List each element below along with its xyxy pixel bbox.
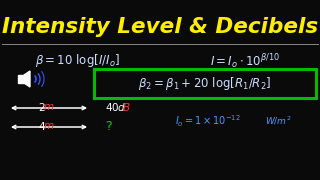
FancyBboxPatch shape (18, 75, 24, 83)
Text: $2$: $2$ (38, 101, 46, 113)
Text: $B$: $B$ (122, 101, 131, 113)
Text: $m$: $m$ (43, 102, 55, 112)
Text: Intensity Level & Decibels: Intensity Level & Decibels (2, 17, 318, 37)
Polygon shape (24, 71, 30, 87)
Text: $I_o = 1\times10^{-12}$: $I_o = 1\times10^{-12}$ (175, 113, 241, 129)
Text: $4$: $4$ (38, 120, 46, 132)
Text: $\beta = 10\ \log[I/I_o]$: $\beta = 10\ \log[I/I_o]$ (36, 52, 121, 69)
Text: $\beta_2 = \beta_1 + 20\ \log[R_1/R_2]$: $\beta_2 = \beta_1 + 20\ \log[R_1/R_2]$ (138, 75, 272, 92)
Text: $W/m^2$: $W/m^2$ (265, 115, 292, 127)
Text: $I = I_o \cdot 10^{\beta/10}$: $I = I_o \cdot 10^{\beta/10}$ (210, 52, 280, 71)
Text: $40$: $40$ (105, 101, 119, 113)
Text: $?$: $?$ (105, 120, 113, 132)
Text: $d$: $d$ (117, 101, 126, 113)
Text: $m$: $m$ (43, 121, 55, 131)
